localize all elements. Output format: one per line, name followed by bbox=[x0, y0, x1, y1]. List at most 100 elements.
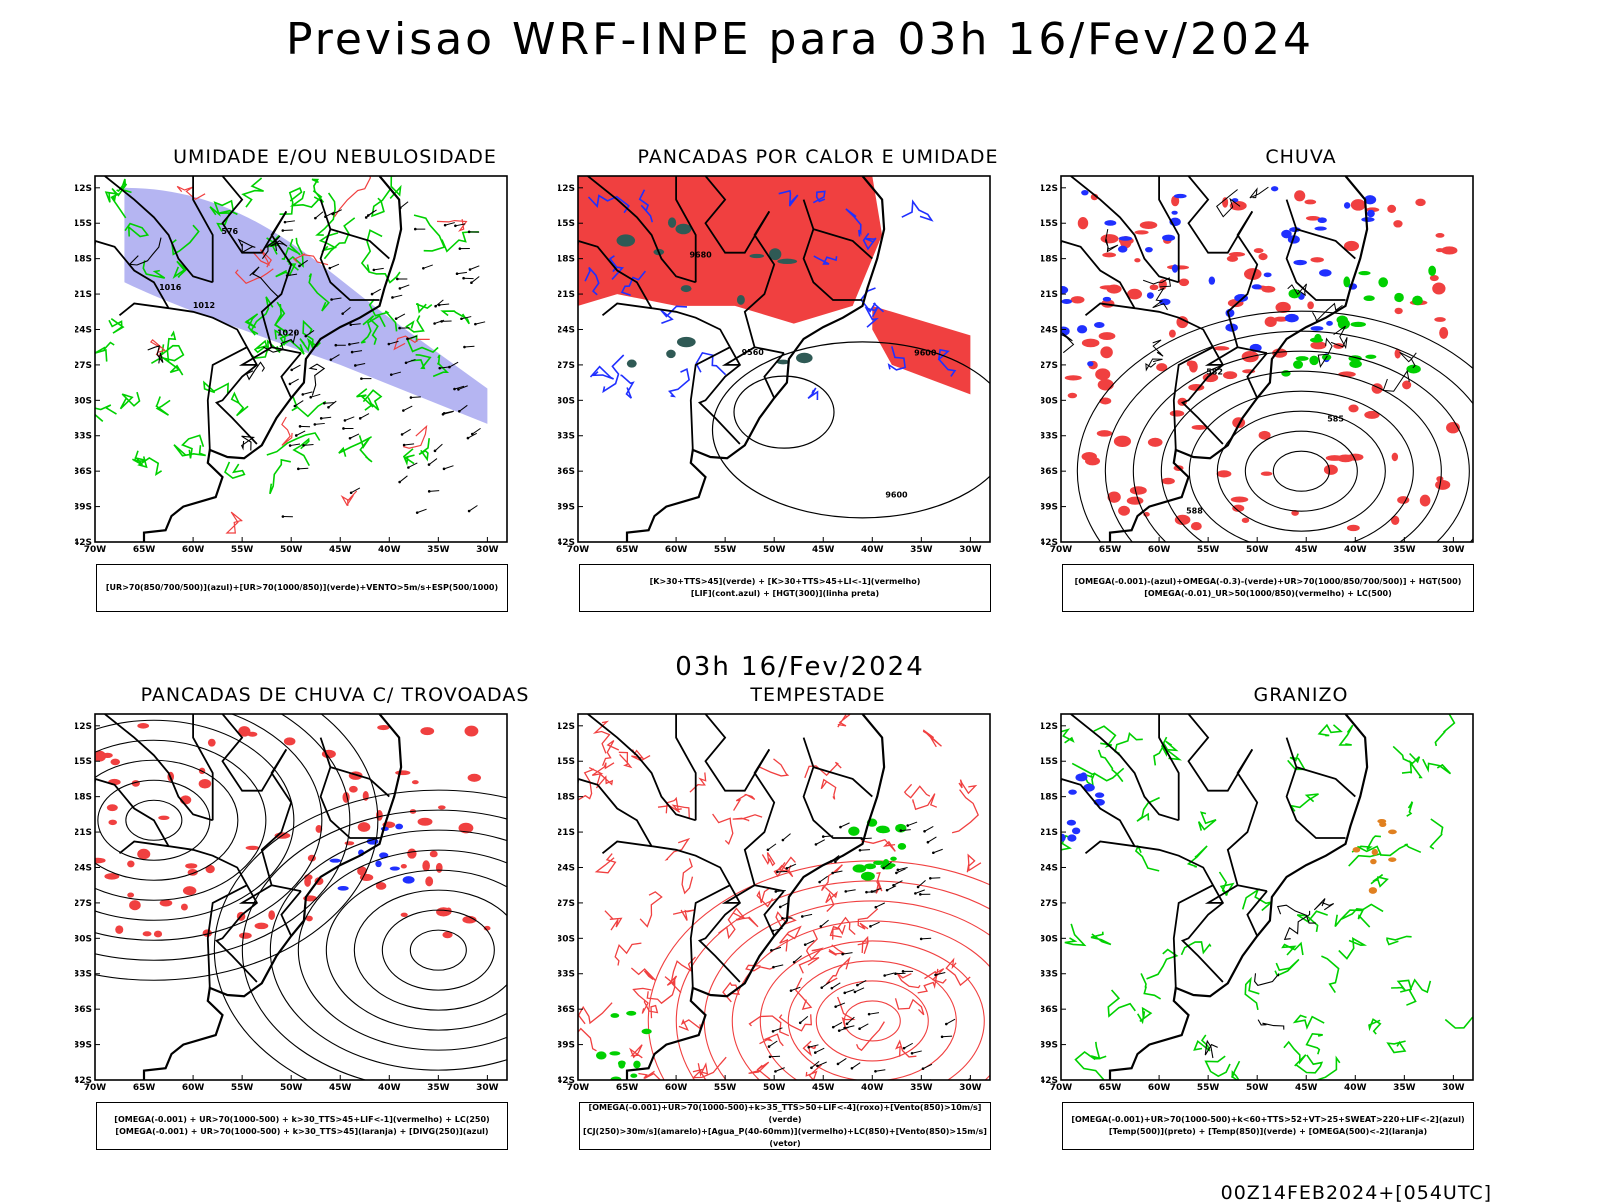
lat-tick-label: 15S bbox=[1041, 757, 1058, 767]
lon-tick-label: 55W bbox=[231, 545, 254, 555]
lat-tick-label: 18S bbox=[558, 793, 575, 803]
lon-tick-label: 45W bbox=[329, 545, 352, 555]
lon-tick-label: 60W bbox=[665, 1083, 688, 1093]
lon-tick-label: 60W bbox=[182, 1083, 205, 1093]
contour-label: 1012 bbox=[193, 301, 215, 310]
lat-tick-label: 15S bbox=[75, 219, 92, 229]
main-title: Previsao WRF-INPE para 03h 16/Fev/2024 bbox=[0, 14, 1600, 65]
legend-line: [CJ(250)>30m/s](amarelo)+[Agua_P(40-60mm… bbox=[580, 1126, 990, 1150]
legend-box: [OMEGA(-0.001)-(azul)+OMEGA(-0.3)-(verde… bbox=[1062, 564, 1474, 612]
lat-tick-label: 30S bbox=[75, 934, 92, 944]
lon-tick-label: 40W bbox=[861, 1083, 884, 1093]
lon-tick-label: 35W bbox=[1393, 1083, 1416, 1093]
lon-tick-label: 50W bbox=[763, 1083, 786, 1093]
lat-tick-label: 15S bbox=[558, 219, 575, 229]
lat-tick-label: 21S bbox=[558, 828, 575, 838]
contour-label: 1020 bbox=[277, 329, 300, 338]
lon-tick-label: 40W bbox=[378, 545, 401, 555]
legend-line: [OMEGA(-0.001)-(azul)+OMEGA(-0.3)-(verde… bbox=[1063, 576, 1473, 588]
lat-tick-label: 33S bbox=[75, 970, 92, 980]
contour-label: 576 bbox=[221, 227, 238, 236]
lat-tick-label: 18S bbox=[75, 255, 92, 265]
lon-tick-label: 35W bbox=[910, 1083, 933, 1093]
lat-tick-label: 39S bbox=[75, 503, 92, 513]
lon-tick-label: 40W bbox=[861, 545, 884, 555]
lat-tick-label: 27S bbox=[1041, 361, 1058, 371]
lon-tick-label: 65W bbox=[1099, 1083, 1122, 1093]
lat-tick-label: 15S bbox=[75, 757, 92, 767]
panel-title: TEMPESTADE bbox=[558, 684, 1078, 706]
lon-tick-label: 70W bbox=[84, 545, 107, 555]
lon-tick-label: 30W bbox=[959, 1083, 982, 1093]
lat-tick-label: 30S bbox=[558, 934, 575, 944]
lat-tick-label: 24S bbox=[558, 863, 575, 873]
lat-tick-label: 27S bbox=[75, 899, 92, 909]
lon-tick-label: 50W bbox=[280, 545, 303, 555]
legend-line: [OMEGA(-0.001) + UR>70(1000-500) + k>30_… bbox=[97, 1114, 507, 1126]
lon-tick-label: 70W bbox=[1050, 1083, 1073, 1093]
legend-line: [K>30+TTS>45](verde) + [K>30+TTS>45+LI<-… bbox=[580, 576, 990, 588]
lon-tick-label: 30W bbox=[476, 1083, 499, 1093]
panel-title: PANCADAS DE CHUVA C/ TROVOADAS bbox=[75, 684, 595, 706]
panel-title: GRANIZO bbox=[1041, 684, 1561, 706]
lon-tick-label: 65W bbox=[616, 1083, 639, 1093]
contour-label: 9680 bbox=[689, 251, 712, 260]
contour-label: 588 bbox=[1186, 506, 1203, 515]
lat-tick-label: 12S bbox=[558, 722, 575, 732]
lat-tick-label: 36S bbox=[558, 1005, 575, 1015]
lon-tick-label: 55W bbox=[231, 1083, 254, 1093]
legend-line: [Temp(500)](preto) + [Temp(850)](verde) … bbox=[1063, 1126, 1473, 1138]
lat-tick-label: 33S bbox=[1041, 970, 1058, 980]
lat-tick-label: 33S bbox=[558, 432, 575, 442]
contour-label: 1016 bbox=[159, 283, 182, 292]
lon-tick-label: 60W bbox=[665, 545, 688, 555]
panel-title: CHUVA bbox=[1041, 146, 1561, 168]
lon-tick-label: 60W bbox=[1148, 545, 1171, 555]
run-stamp: 00Z14FEB2024+[054UTC] bbox=[1221, 1182, 1492, 1204]
map-chuva: 58858558212S15S18S21S24S27S30S33S36S39S4… bbox=[1041, 170, 1493, 562]
lon-tick-label: 30W bbox=[1442, 545, 1465, 555]
lat-tick-label: 12S bbox=[558, 184, 575, 194]
lat-tick-label: 21S bbox=[1041, 828, 1058, 838]
lon-tick-label: 50W bbox=[280, 1083, 303, 1093]
lat-tick-label: 39S bbox=[558, 1041, 575, 1051]
legend-line: [OMEGA(-0.01)_UR>50(1000/850)(vermelho) … bbox=[1063, 588, 1473, 600]
lon-tick-label: 45W bbox=[812, 1083, 835, 1093]
contour-label: 582 bbox=[1206, 367, 1223, 376]
legend-line: [OMEGA(-0.001)+UR>70(1000-500)+k<60+TTS>… bbox=[1063, 1114, 1473, 1126]
legend-line: [OMEGA(-0.001) + UR>70(1000-500) + k>30_… bbox=[97, 1126, 507, 1138]
lat-tick-label: 15S bbox=[558, 757, 575, 767]
contour-label: 585 bbox=[1327, 414, 1344, 423]
lat-tick-label: 39S bbox=[1041, 503, 1058, 513]
lat-tick-label: 24S bbox=[75, 863, 92, 873]
lon-tick-label: 50W bbox=[763, 545, 786, 555]
lat-tick-label: 33S bbox=[558, 970, 575, 980]
lon-tick-label: 50W bbox=[1246, 1083, 1269, 1093]
lat-tick-label: 36S bbox=[1041, 467, 1058, 477]
legend-line: [UR>70(850/700/500)](azul)+[UR>70(1000/8… bbox=[97, 582, 507, 594]
lon-tick-label: 30W bbox=[476, 545, 499, 555]
lat-tick-label: 21S bbox=[75, 828, 92, 838]
lon-tick-label: 60W bbox=[1148, 1083, 1171, 1093]
lat-tick-label: 24S bbox=[75, 325, 92, 335]
legend-box: [UR>70(850/700/500)](azul)+[UR>70(1000/8… bbox=[96, 564, 508, 612]
lat-tick-label: 21S bbox=[558, 290, 575, 300]
lat-tick-label: 21S bbox=[75, 290, 92, 300]
lat-tick-label: 24S bbox=[1041, 863, 1058, 873]
lat-tick-label: 27S bbox=[558, 361, 575, 371]
lon-tick-label: 65W bbox=[133, 1083, 156, 1093]
lat-tick-label: 24S bbox=[1041, 325, 1058, 335]
lon-tick-label: 65W bbox=[133, 545, 156, 555]
panel-title: UMIDADE E/OU NEBULOSIDADE bbox=[75, 146, 595, 168]
lon-tick-label: 30W bbox=[1442, 1083, 1465, 1093]
legend-line: [OMEGA(-0.001)+UR>70(1000-500)+k>35_TTS>… bbox=[580, 1102, 990, 1126]
contour-label: 9600 bbox=[914, 349, 937, 358]
lon-tick-label: 45W bbox=[329, 1083, 352, 1093]
lon-tick-label: 45W bbox=[1295, 545, 1318, 555]
lat-tick-label: 18S bbox=[1041, 793, 1058, 803]
